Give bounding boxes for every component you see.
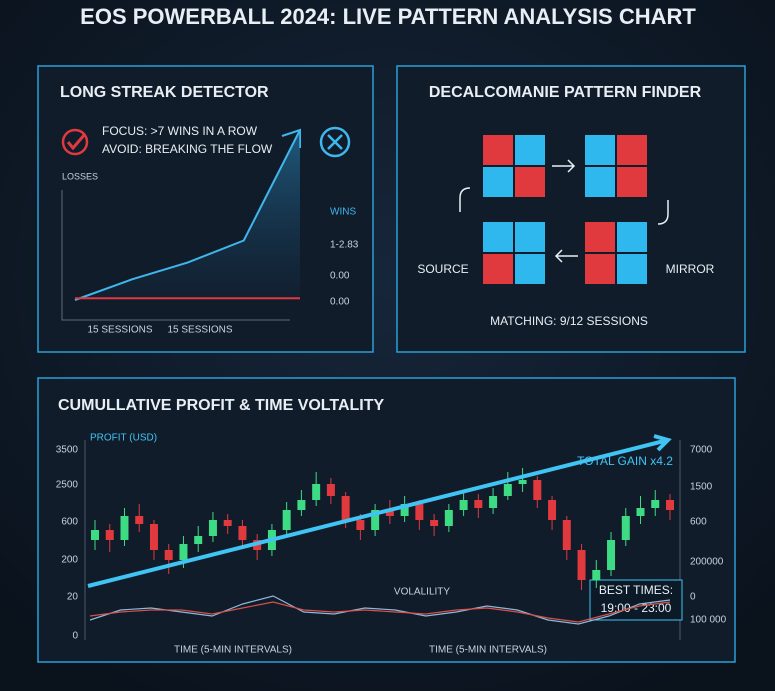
x-axis-label: 15 SESSIONS [87,325,152,336]
annotation: FOCUS: >7 WINS IN A ROW [102,124,258,138]
candle-body [149,524,158,550]
pattern-grid [483,222,545,284]
candle-body [400,504,409,516]
candle-body [356,520,365,530]
candle-body [105,530,114,540]
candle-body [312,484,321,500]
volatility-line [89,595,671,625]
arrow [554,249,578,263]
y2-tick-label: 1500 [690,482,713,493]
candle-body [474,500,483,508]
candle-body [592,570,601,580]
pattern-grid [483,135,545,197]
candle-body [371,510,380,530]
y2-tick-label: 7000 [690,445,713,456]
y-tick-label: 20 [67,592,79,603]
candle-body [621,516,630,540]
candle-body [489,496,498,508]
line [74,129,301,301]
candle-body [194,536,203,544]
candle-body [282,510,291,530]
candle-body [651,500,660,508]
check-mark [66,133,87,151]
candle-body [577,550,586,580]
x-axis-label: 15 SESSIONS [167,325,232,336]
area [75,130,300,300]
trend-line [87,438,669,588]
candle-body [120,516,129,540]
y-tick-label: 3500 [56,445,79,456]
candle-body [179,544,188,560]
x-icon [319,126,351,158]
candle-body [385,510,394,516]
main-title: EOS POWERBALL 2024: LIVE PATTERN ANALYSI… [80,4,696,29]
right-label: 0.00 [330,297,350,308]
y2-tick-label: 200000 [690,557,724,568]
candle-body [503,484,512,496]
candle-body [164,550,173,560]
panel-title: LONG STREAK DETECTOR [60,84,269,101]
candle-body [666,500,674,510]
x-axis-label: TIME (5-MIN INTERVALS) [174,645,292,656]
candle-body [326,484,335,496]
candle-body [518,480,527,484]
right-label: WINS [330,207,356,218]
y-tick-label: 200 [61,555,78,566]
pattern-grid [585,222,647,284]
panel [37,65,374,353]
x-mark [327,134,343,150]
candle-body [430,520,439,526]
candle-body [208,520,217,536]
y-tick-label: 2500 [56,480,79,491]
pattern-grid [585,135,647,197]
axis [61,190,290,321]
source-label: SOURCE [417,262,468,276]
candle-body [636,508,645,516]
y-axis-label: LOSSES [62,171,98,181]
candle-body [459,500,468,510]
candle-body [135,516,144,524]
x-axis-label: TIME (5-MIN INTERVALS) [429,645,547,656]
y-tick-label: 0 [72,631,78,642]
candle-body [415,504,424,520]
check-icon [61,128,89,156]
candle-body [444,510,453,526]
mirror-label: MIRROR [666,262,715,276]
candle-body [91,530,99,540]
arrow [552,159,576,173]
connector [459,187,471,212]
annotation: BEST TIMES: [599,583,673,597]
right-label: 0.00 [330,271,350,282]
panel-title: CUMULLATIVE PROFIT & TIME VOLTALITY [58,397,385,414]
panel [396,65,746,353]
annotation: AVOID: BREAKING THE FLOW [102,142,273,156]
y2-tick-label: 100 000 [690,615,727,626]
volatility-line [89,601,671,623]
candle-body [238,526,247,540]
candle-body [341,496,350,520]
y2-tick-label: 600 [690,517,707,528]
y2-tick-label: 0 [690,592,696,603]
matching-label: MATCHING: 9/12 SESSIONS [490,314,648,328]
candle-body [533,480,542,500]
candle-body [223,520,232,526]
panel-title: DECALCOMANIE PATTERN FINDER [429,84,702,101]
candle-body [548,500,557,520]
annotation: VOLALILITY [394,587,450,598]
candle-body [607,540,616,570]
arrow-head [653,434,672,452]
right-label: 1-2.83 [330,240,359,251]
connector [657,200,669,225]
candle-body [562,520,571,550]
y-tick-label: 600 [61,517,78,528]
y-axis-label: PROFIT (USD) [90,433,157,444]
candle-body [297,500,306,510]
